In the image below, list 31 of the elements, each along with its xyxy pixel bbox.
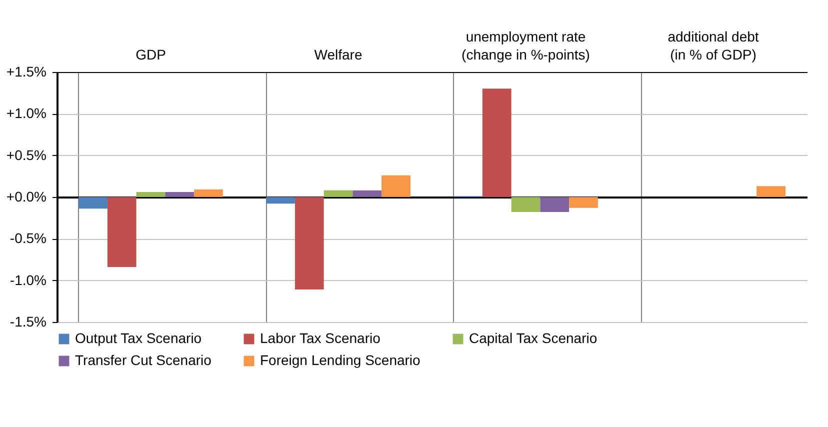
y-tick-label: +1.5% — [6, 64, 46, 80]
bar — [78, 197, 108, 209]
y-tick-label: -0.5% — [10, 230, 46, 246]
bar — [107, 197, 136, 267]
legend-label: Transfer Cut Scenario — [75, 352, 212, 368]
x-tick-label: additional debt (in % of GDP) — [668, 28, 759, 62]
x-tick-label: unemployment rate (change in %-points) — [462, 28, 590, 62]
y-tick-label: -1.0% — [10, 272, 46, 288]
x-tick-label: Welfare — [314, 46, 362, 62]
legend-label: Labor Tax Scenario — [260, 330, 381, 346]
x-tick-label: GDP — [136, 46, 166, 62]
y-tick-label: +1.0% — [6, 105, 46, 122]
bar — [756, 186, 786, 197]
legend-label: Capital Tax Scenario — [469, 330, 598, 346]
bar — [540, 197, 570, 212]
bar — [569, 197, 598, 208]
y-tick-label: -1.5% — [10, 314, 46, 330]
legend-label: Output Tax Scenario — [75, 330, 202, 346]
bar — [165, 192, 194, 197]
bar — [194, 190, 223, 197]
legend-label: Foreign Lending Scenario — [260, 352, 421, 368]
bar — [352, 190, 382, 197]
bar — [294, 197, 324, 290]
bar — [482, 88, 512, 197]
bar — [382, 175, 410, 197]
y-tick-label: +0.0% — [6, 188, 46, 204]
y-tick-label: +0.5% — [6, 146, 46, 163]
bar — [266, 197, 295, 204]
bar — [136, 192, 166, 197]
bar — [511, 197, 540, 212]
bar — [324, 190, 353, 197]
